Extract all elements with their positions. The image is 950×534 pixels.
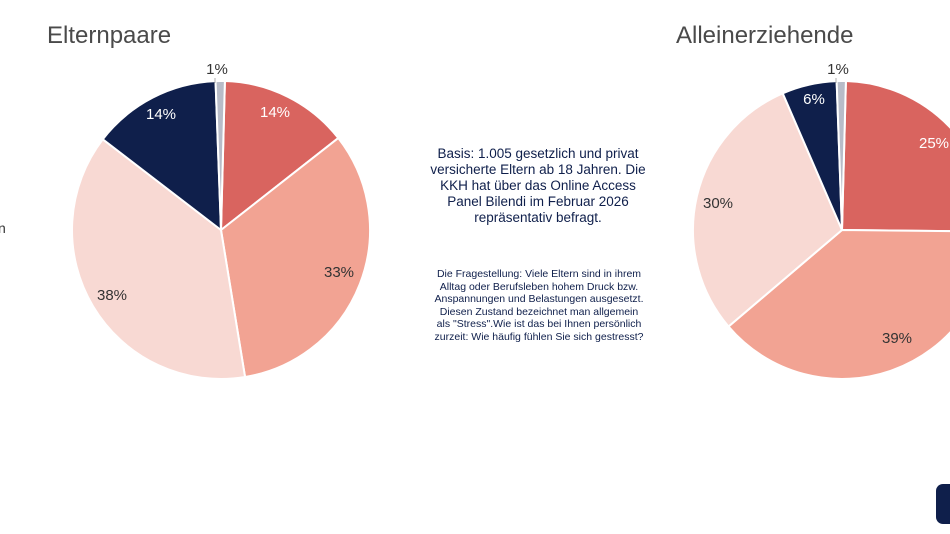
- pie-label-elternpaare-1: 33%: [324, 264, 354, 281]
- pie-chart-elternpaare: 14% 33% 38% 14% 1%: [71, 61, 371, 380]
- pie-slice-elternpaare-0: [219, 80, 340, 233]
- pie-slice-elternpaare-1: [219, 136, 371, 379]
- pie-slice-elternpaare-4: [214, 80, 226, 231]
- survey-basis-text: Basis: 1.005 gesetzlich und privat versi…: [430, 146, 646, 225]
- pie-label-elternpaare-0: 14%: [260, 104, 290, 121]
- kkh-logo-icon: [936, 484, 950, 524]
- pie-slice-alleinerziehende-0: [840, 80, 950, 233]
- pie-label-elternpaare-3: 14%: [146, 106, 176, 123]
- pie-label-elternpaare-4: 1%: [206, 61, 228, 78]
- pie-slice-elternpaare-2: [71, 137, 247, 380]
- survey-question-text: Die Fragestellung: Viele Eltern sind in …: [434, 268, 644, 343]
- pie-label-alleinerziehende-1: 39%: [882, 330, 912, 347]
- pie-label-alleinerziehende-2: 30%: [703, 195, 733, 212]
- pie-slice-elternpaare-3: [101, 80, 223, 233]
- chart-title-elternpaare: Elternpaare: [47, 22, 172, 49]
- pie-slice-alleinerziehende-1: [727, 228, 950, 380]
- pie-label-alleinerziehende-0: 25%: [919, 135, 949, 152]
- pie-label-elternpaare-2: 38%: [97, 287, 127, 304]
- pie-label-alleinerziehende-4: 1%: [827, 61, 849, 78]
- pie-slice-alleinerziehende-4: [835, 80, 847, 231]
- pie-slice-alleinerziehende-2: [692, 91, 844, 328]
- pie-label-alleinerziehende-3: 6%: [803, 91, 825, 108]
- truncated-edge-text: n: [0, 220, 6, 236]
- chart-title-alleinerziehende: Alleinerziehende: [676, 22, 854, 49]
- pie-chart-alleinerziehende: 25% 39% 30% 6%1%: [692, 61, 950, 380]
